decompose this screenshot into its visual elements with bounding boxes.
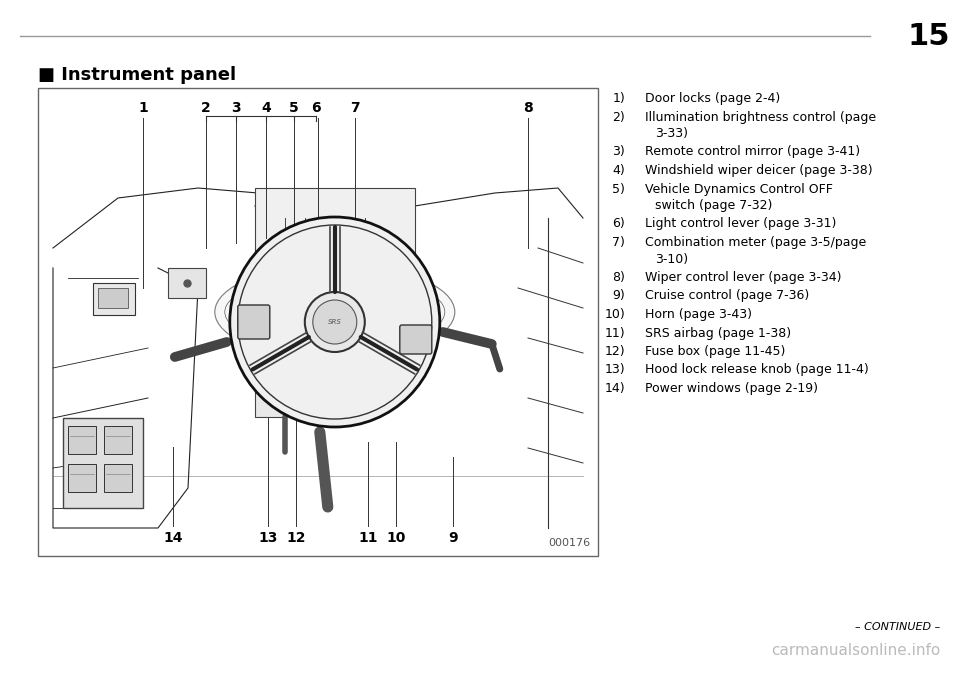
Bar bbox=[104, 464, 132, 492]
Bar bbox=[68, 464, 96, 492]
Text: 13: 13 bbox=[258, 531, 277, 545]
Text: 3): 3) bbox=[612, 146, 625, 159]
Text: Windshield wiper deicer (page 3-38): Windshield wiper deicer (page 3-38) bbox=[645, 164, 873, 177]
Text: 13): 13) bbox=[605, 363, 625, 376]
Circle shape bbox=[229, 217, 440, 427]
Text: Wiper control lever (page 3-34): Wiper control lever (page 3-34) bbox=[645, 271, 842, 284]
Text: 7: 7 bbox=[350, 101, 360, 115]
Text: 3-10): 3-10) bbox=[655, 252, 688, 266]
Text: 9): 9) bbox=[612, 290, 625, 302]
Bar bbox=[254, 382, 283, 417]
Text: Illumination brightness control (page: Illumination brightness control (page bbox=[645, 111, 876, 123]
Text: 1): 1) bbox=[612, 92, 625, 105]
Circle shape bbox=[305, 292, 365, 352]
Text: carmanualsonline.info: carmanualsonline.info bbox=[771, 643, 940, 658]
Text: Combination meter (page 3-5/page: Combination meter (page 3-5/page bbox=[645, 236, 866, 249]
Text: 10): 10) bbox=[604, 308, 625, 321]
Bar bbox=[292, 243, 306, 263]
FancyBboxPatch shape bbox=[238, 305, 270, 339]
Text: 14): 14) bbox=[605, 382, 625, 395]
Text: 2: 2 bbox=[202, 101, 211, 115]
Text: Cruise control (page 7-36): Cruise control (page 7-36) bbox=[645, 290, 809, 302]
Text: 11: 11 bbox=[358, 531, 377, 545]
Text: Fuse box (page 11-45): Fuse box (page 11-45) bbox=[645, 345, 785, 358]
Text: switch (page 7-32): switch (page 7-32) bbox=[655, 199, 773, 212]
Bar bbox=[168, 268, 206, 298]
Bar bbox=[63, 418, 143, 508]
Text: 4): 4) bbox=[612, 164, 625, 177]
Text: 8: 8 bbox=[523, 101, 533, 115]
Text: 9: 9 bbox=[448, 531, 458, 545]
Text: 8): 8) bbox=[612, 271, 625, 284]
Text: 3: 3 bbox=[231, 101, 241, 115]
Bar bbox=[98, 288, 128, 308]
Bar bbox=[68, 426, 96, 454]
Circle shape bbox=[313, 300, 357, 344]
Text: 4: 4 bbox=[261, 101, 271, 115]
Text: – CONTINUED –: – CONTINUED – bbox=[854, 622, 940, 632]
Text: Remote control mirror (page 3-41): Remote control mirror (page 3-41) bbox=[645, 146, 860, 159]
Bar bbox=[362, 243, 375, 263]
Text: 6: 6 bbox=[311, 101, 321, 115]
Text: 15: 15 bbox=[907, 22, 950, 51]
Text: SRS: SRS bbox=[328, 319, 342, 325]
Text: 14: 14 bbox=[163, 531, 182, 545]
Bar bbox=[254, 188, 415, 268]
Bar bbox=[315, 243, 328, 263]
Bar bbox=[339, 243, 353, 263]
Text: 5: 5 bbox=[289, 101, 299, 115]
Ellipse shape bbox=[215, 264, 455, 359]
Text: Door locks (page 2-4): Door locks (page 2-4) bbox=[645, 92, 780, 105]
Text: 1: 1 bbox=[138, 101, 148, 115]
Text: 2): 2) bbox=[612, 111, 625, 123]
Text: 12): 12) bbox=[605, 345, 625, 358]
Text: Power windows (page 2-19): Power windows (page 2-19) bbox=[645, 382, 818, 395]
Text: 12: 12 bbox=[286, 531, 305, 545]
Text: SRS airbag (page 1-38): SRS airbag (page 1-38) bbox=[645, 327, 791, 340]
Text: 6): 6) bbox=[612, 218, 625, 231]
Bar bbox=[93, 283, 135, 315]
Text: ■ Instrument panel: ■ Instrument panel bbox=[38, 66, 236, 84]
Text: Light control lever (page 3-31): Light control lever (page 3-31) bbox=[645, 218, 836, 231]
Text: 11): 11) bbox=[605, 327, 625, 340]
Text: Vehicle Dynamics Control OFF: Vehicle Dynamics Control OFF bbox=[645, 182, 833, 195]
Bar bbox=[267, 243, 280, 263]
Text: Hood lock release knob (page 11-4): Hood lock release knob (page 11-4) bbox=[645, 363, 869, 376]
Text: 7): 7) bbox=[612, 236, 625, 249]
Bar bbox=[38, 88, 598, 556]
Text: 000176: 000176 bbox=[548, 538, 590, 548]
Text: 5): 5) bbox=[612, 182, 625, 195]
Text: 10: 10 bbox=[386, 531, 406, 545]
FancyBboxPatch shape bbox=[399, 325, 432, 354]
Text: 3-33): 3-33) bbox=[655, 127, 688, 140]
Bar bbox=[104, 426, 132, 454]
Text: Horn (page 3-43): Horn (page 3-43) bbox=[645, 308, 752, 321]
